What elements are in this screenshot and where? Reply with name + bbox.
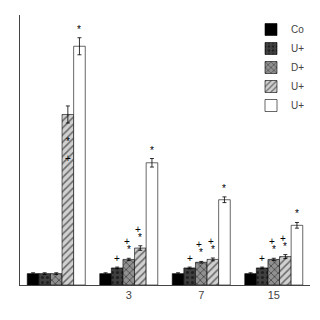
svg-text:+: +: [187, 253, 193, 264]
svg-text:U+: U+: [291, 100, 304, 111]
svg-text:*: *: [211, 244, 215, 255]
svg-text:+: +: [114, 253, 120, 264]
svg-text:*: *: [283, 241, 287, 252]
svg-text:3: 3: [126, 289, 132, 301]
svg-text:*: *: [127, 244, 131, 255]
svg-text:+: +: [280, 233, 286, 244]
svg-text:*: *: [77, 24, 81, 35]
svg-text:U+: U+: [291, 81, 304, 92]
svg-text:*: *: [295, 208, 299, 219]
svg-text:*: *: [199, 247, 203, 258]
svg-text:*: *: [222, 183, 226, 194]
svg-text:+: +: [269, 236, 275, 247]
svg-text:*: *: [150, 145, 154, 156]
svg-text:+: +: [65, 153, 71, 164]
svg-text:+: +: [196, 239, 202, 250]
svg-text:7: 7: [198, 289, 204, 301]
svg-text:+: +: [208, 236, 214, 247]
svg-text:Co: Co: [291, 24, 304, 35]
svg-text:D+: D+: [291, 62, 304, 73]
svg-text:*: *: [138, 232, 142, 243]
svg-text:+: +: [124, 236, 130, 247]
svg-text:*: *: [272, 244, 276, 255]
svg-text:+: +: [135, 224, 141, 235]
svg-text:*: *: [66, 136, 70, 147]
svg-text:U+: U+: [291, 43, 304, 54]
svg-text:+: +: [259, 253, 265, 264]
svg-text:15: 15: [268, 289, 280, 301]
